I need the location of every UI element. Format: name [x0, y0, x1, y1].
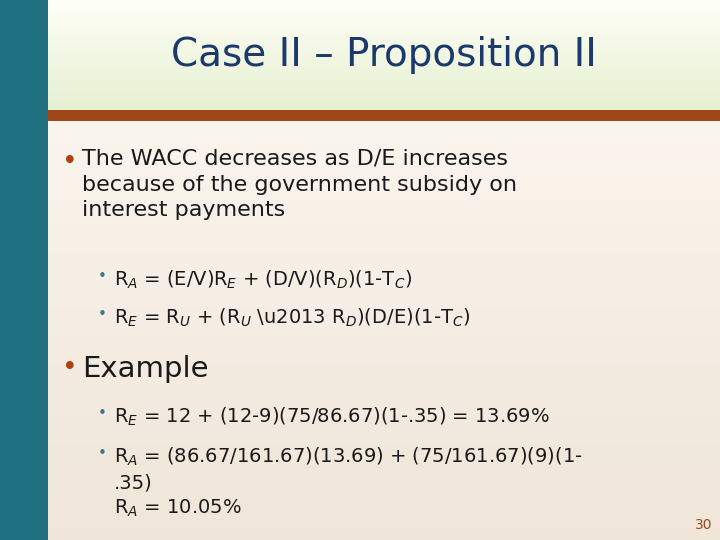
Text: •: •	[62, 355, 78, 381]
Text: R$_E$ = 12 + (12-9)(75/86.67)(1-.35) = 13.69%: R$_E$ = 12 + (12-9)(75/86.67)(1-.35) = 1…	[114, 406, 550, 428]
Text: •: •	[98, 406, 107, 421]
Text: Case II – Proposition II: Case II – Proposition II	[171, 36, 597, 74]
Text: •: •	[62, 149, 78, 175]
Text: R$_A$ = (E/V)R$_E$ + (D/V)(R$_D$)(1-T$_C$): R$_A$ = (E/V)R$_E$ + (D/V)(R$_D$)(1-T$_C…	[114, 269, 412, 291]
Bar	[0, 0, 48, 540]
Text: •: •	[98, 269, 107, 284]
Text: R$_E$ = R$_U$ + (R$_U$ \u2013 R$_D$)(D/E)(1-T$_C$): R$_E$ = R$_U$ + (R$_U$ \u2013 R$_D$)(D/E…	[114, 307, 470, 329]
Text: The WACC decreases as D/E increases
because of the government subsidy on
interes: The WACC decreases as D/E increases beca…	[82, 149, 517, 220]
Text: Example: Example	[82, 355, 209, 383]
Bar	[48, 110, 720, 121]
Text: R$_A$ = (86.67/161.67)(13.69) + (75/161.67)(9)(1-
.35)
R$_A$ = 10.05%: R$_A$ = (86.67/161.67)(13.69) + (75/161.…	[114, 446, 582, 519]
Text: •: •	[98, 446, 107, 461]
Text: 30: 30	[695, 518, 712, 532]
Text: •: •	[98, 307, 107, 322]
